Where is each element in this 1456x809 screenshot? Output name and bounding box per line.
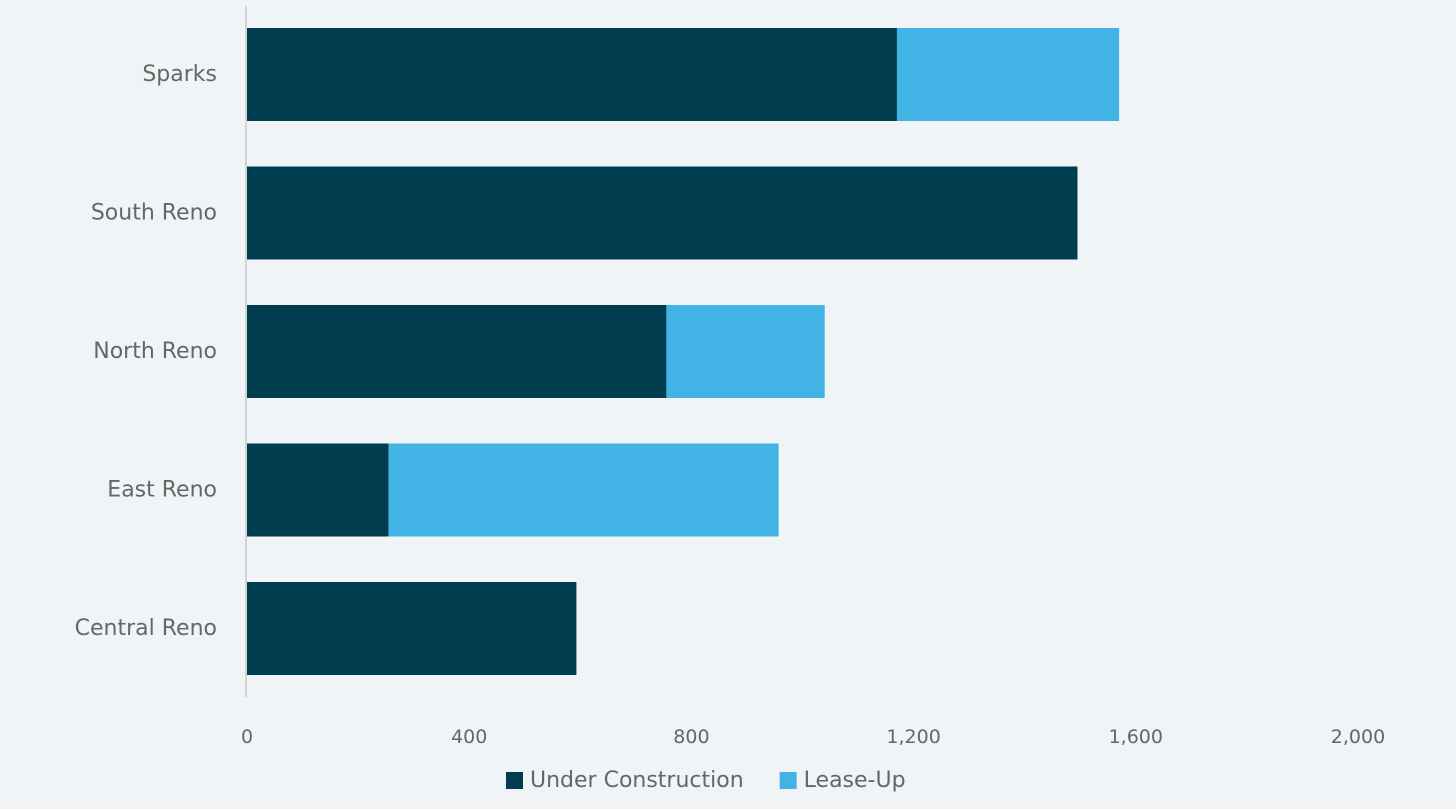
bar-east-reno-lease-up xyxy=(388,443,779,537)
x-tick-label: 1,600 xyxy=(1109,726,1163,748)
x-tick-labels: 0 400 800 1,200 1,600 2,000 xyxy=(241,726,1385,748)
bar-north-reno-lease-up xyxy=(666,305,825,398)
legend-swatch-under-construction xyxy=(506,772,523,789)
x-tick-label: 400 xyxy=(451,726,487,748)
legend-label: Under Construction xyxy=(530,768,744,793)
bar-sparks-under-construction xyxy=(247,28,897,121)
category-label: Sparks xyxy=(142,62,217,87)
x-tick-label: 2,000 xyxy=(1331,726,1385,748)
x-tick-label: 0 xyxy=(241,726,253,748)
legend-label: Lease-Up xyxy=(804,768,906,793)
category-label: South Reno xyxy=(91,201,217,226)
bar-south-reno-under-construction xyxy=(247,166,1078,260)
category-labels: Sparks South Reno North Reno East Reno Centr… xyxy=(75,62,217,641)
category-label: North Reno xyxy=(93,339,217,364)
bar-north-reno-under-construction xyxy=(247,305,667,398)
legend-swatch-lease-up xyxy=(779,772,797,789)
x-tick-label: 1,200 xyxy=(886,726,940,748)
bars-layer xyxy=(247,28,1120,675)
bar-east-reno-under-construction xyxy=(247,443,389,537)
category-label: Central Reno xyxy=(75,616,217,641)
legend: Under Construction Lease-Up xyxy=(506,768,906,793)
bar-central-reno-under-construction xyxy=(247,582,577,675)
bar-sparks-lease-up xyxy=(896,28,1120,121)
category-label: East Reno xyxy=(107,478,217,503)
x-tick-label: 800 xyxy=(673,726,709,748)
